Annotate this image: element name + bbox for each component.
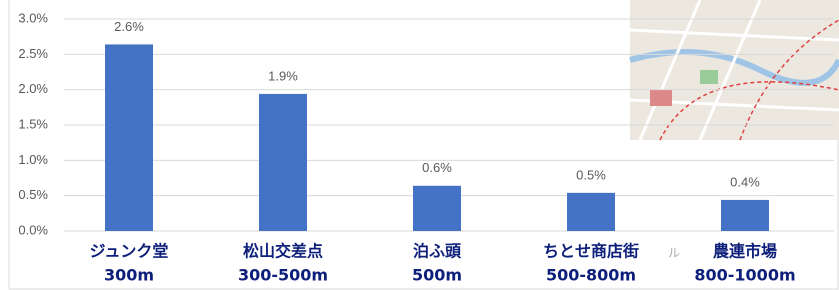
bar — [721, 200, 769, 231]
category-distance: 500-800m — [546, 266, 636, 285]
y-tick-label: 0.5% — [18, 187, 48, 202]
category-distance: 500m — [412, 266, 462, 285]
y-tick-label: 2.5% — [18, 46, 48, 61]
category-label: 松山交差点 — [243, 242, 323, 261]
bar — [259, 94, 307, 231]
y-tick-label: 1.0% — [18, 152, 48, 167]
category-distance: 800-1000m — [694, 266, 795, 285]
value-label: 0.4% — [730, 174, 760, 189]
y-tick-label: 3.0% — [18, 10, 48, 25]
bar — [567, 193, 615, 231]
bar — [413, 186, 461, 231]
category-label: 農連市場 — [713, 242, 777, 261]
value-label: 0.6% — [422, 160, 452, 175]
bar — [105, 44, 153, 231]
map-image — [630, 0, 839, 140]
value-label: 0.5% — [576, 167, 606, 182]
category-label: ちとせ商店街 — [543, 242, 639, 261]
y-tick-label: 1.5% — [18, 116, 48, 131]
value-label: 2.6% — [114, 19, 144, 34]
y-tick-label: 0.0% — [18, 222, 48, 237]
category-label: ジュンク堂 — [90, 242, 169, 261]
category-distance: 300-500m — [238, 266, 328, 285]
category-distance: 300m — [104, 266, 154, 285]
value-label: 1.9% — [268, 68, 298, 83]
category-label: 泊ふ頭 — [413, 242, 462, 261]
y-tick-label: 2.0% — [18, 81, 48, 96]
chart: 0.0% 0.5% 1.0% 1.5% 2.0% 2.5% 3.0% 2.6% ジュンク堂 300… — [0, 0, 839, 290]
annotation: ル — [668, 246, 680, 260]
